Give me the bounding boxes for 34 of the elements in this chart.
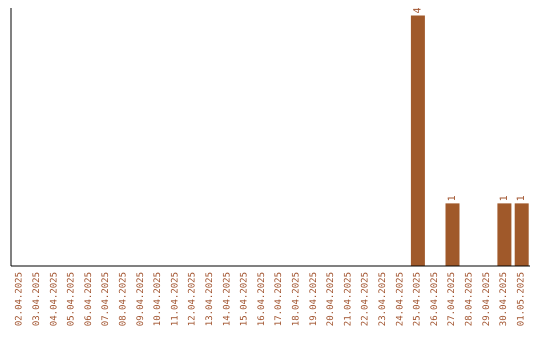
x-tick-label: 22.04.2025 — [360, 272, 371, 326]
data-label: 1 — [498, 195, 510, 202]
x-tick-label: 24.04.2025 — [395, 272, 406, 326]
x-tick-label: 04.04.2025 — [49, 272, 60, 326]
x-tick-label: 06.04.2025 — [84, 272, 94, 326]
x-tick-label: 21.04.2025 — [343, 272, 354, 326]
x-tick-label: 30.04.2025 — [499, 272, 510, 326]
x-tick-label: 12.04.2025 — [188, 272, 198, 326]
x-tick-label: 29.04.2025 — [482, 272, 492, 326]
x-tick-label: 11.04.2025 — [170, 272, 180, 326]
x-tick-label: 02.04.2025 — [14, 272, 25, 326]
x-tick-label: 18.04.2025 — [291, 272, 302, 326]
x-tick-label: 20.04.2025 — [326, 272, 336, 326]
x-tick-label: 23.04.2025 — [378, 272, 388, 326]
x-tick-label: 09.04.2025 — [136, 272, 146, 326]
x-tick-label: 01.05.2025 — [516, 272, 526, 326]
x-tick-label: 25.04.2025 — [412, 272, 423, 326]
x-tick-label: 08.04.2025 — [118, 272, 128, 326]
x-tick-label: 07.04.2025 — [101, 272, 112, 326]
x-tick-label: 10.04.2025 — [153, 272, 164, 326]
x-tick-label: 14.04.2025 — [222, 272, 232, 326]
x-tick-label: 26.04.2025 — [430, 272, 440, 326]
data-label: 1 — [447, 195, 458, 202]
x-tick-label: 17.04.2025 — [274, 272, 284, 326]
x-tick-label: 13.04.2025 — [204, 272, 215, 326]
x-tick-label: 03.04.2025 — [32, 272, 42, 326]
data-label: 4 — [412, 7, 424, 14]
x-tick-label: 28.04.2025 — [464, 272, 474, 326]
x-tick-label: 05.04.2025 — [66, 272, 77, 326]
x-tick-label: 16.04.2025 — [256, 272, 267, 326]
x-tick-label: 15.04.2025 — [240, 272, 250, 326]
data-label: 1 — [516, 195, 528, 202]
x-tick-label: 19.04.2025 — [308, 272, 319, 326]
x-tick-label: 27.04.2025 — [447, 272, 458, 326]
